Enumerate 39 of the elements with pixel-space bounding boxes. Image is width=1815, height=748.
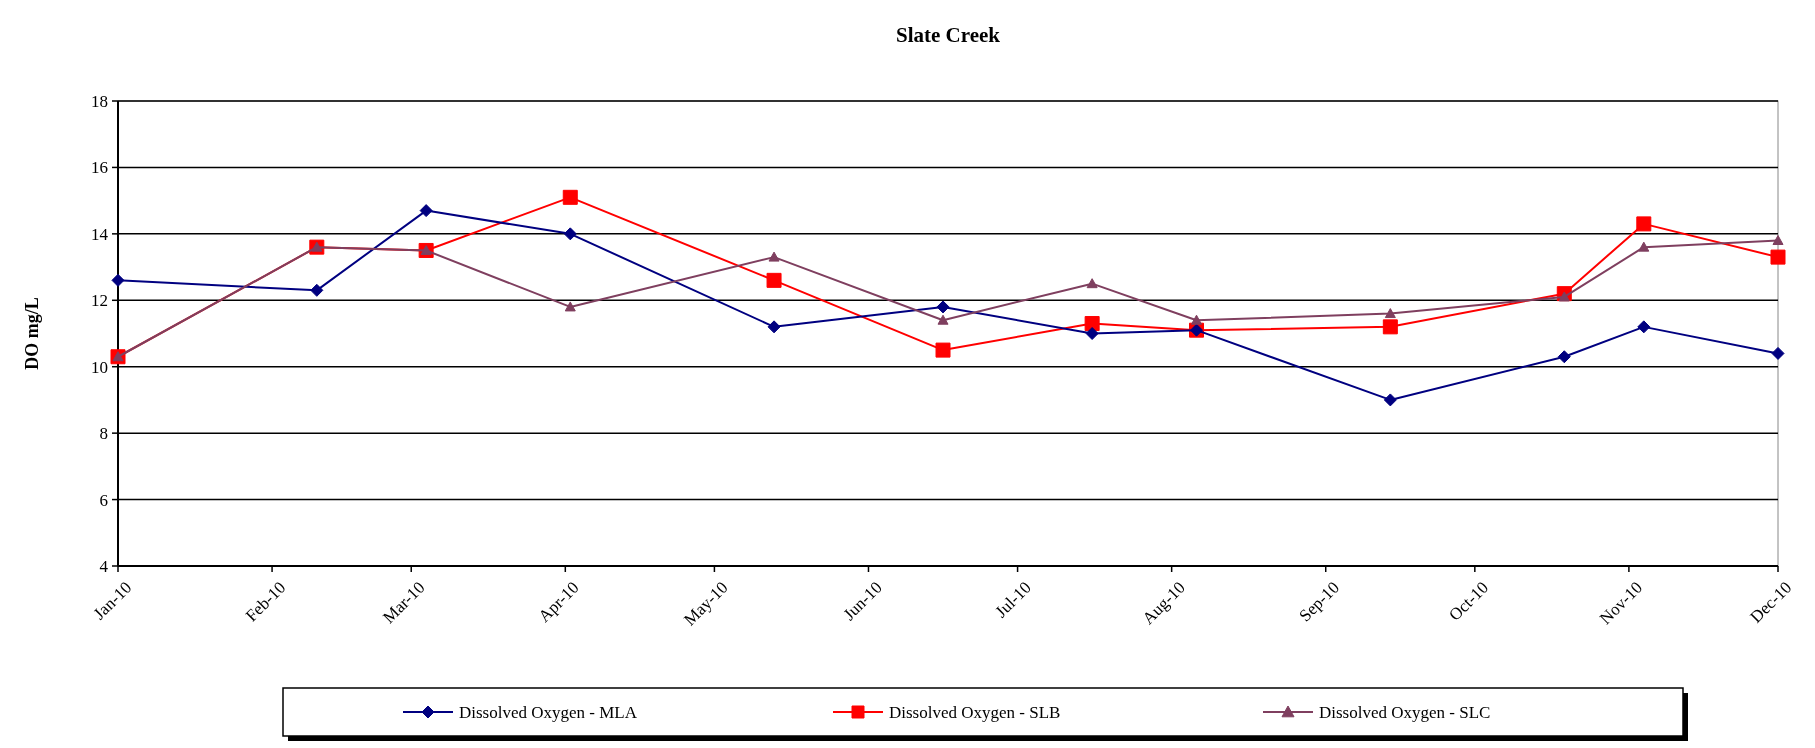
- y-tick-label: 12: [91, 291, 108, 311]
- point: [768, 251, 780, 262]
- point: [1086, 278, 1098, 289]
- point: [1383, 393, 1397, 407]
- point: [1637, 320, 1651, 334]
- point: [564, 301, 576, 312]
- y-tick-label: 10: [91, 357, 108, 377]
- point: [1636, 216, 1652, 232]
- point: [111, 273, 125, 287]
- point: [1770, 249, 1786, 265]
- point: [767, 320, 781, 334]
- point: [936, 300, 950, 314]
- point: [935, 342, 951, 358]
- legend-label: Dissolved Oxygen - MLA: [459, 702, 638, 722]
- point: [937, 314, 949, 325]
- chart-title: Slate Creek: [895, 23, 1001, 47]
- point: [1382, 319, 1398, 335]
- point: [419, 204, 433, 218]
- point: [1384, 308, 1396, 319]
- point: [1557, 350, 1571, 364]
- legend-label: Dissolved Oxygen - SLB: [889, 702, 1061, 722]
- point: [1772, 235, 1784, 245]
- y-tick-label: 14: [91, 224, 109, 244]
- y-tick-label: 8: [99, 424, 108, 444]
- y-tick-label: 16: [91, 158, 108, 178]
- point: [1558, 291, 1570, 302]
- y-tick-label: 6: [99, 490, 108, 510]
- point: [766, 272, 782, 288]
- point: [310, 283, 324, 297]
- point: [1638, 241, 1650, 252]
- point: [1191, 314, 1202, 325]
- legend-label: Dissolved Oxygen - SLC: [1319, 702, 1491, 722]
- y-tick-label: 18: [91, 91, 108, 111]
- point: [562, 189, 578, 205]
- point: [563, 227, 577, 241]
- point: [1771, 346, 1785, 360]
- y-tick-label: 4: [99, 556, 109, 576]
- y-axis-title: DO mg/L: [22, 297, 42, 370]
- point: [1085, 327, 1099, 340]
